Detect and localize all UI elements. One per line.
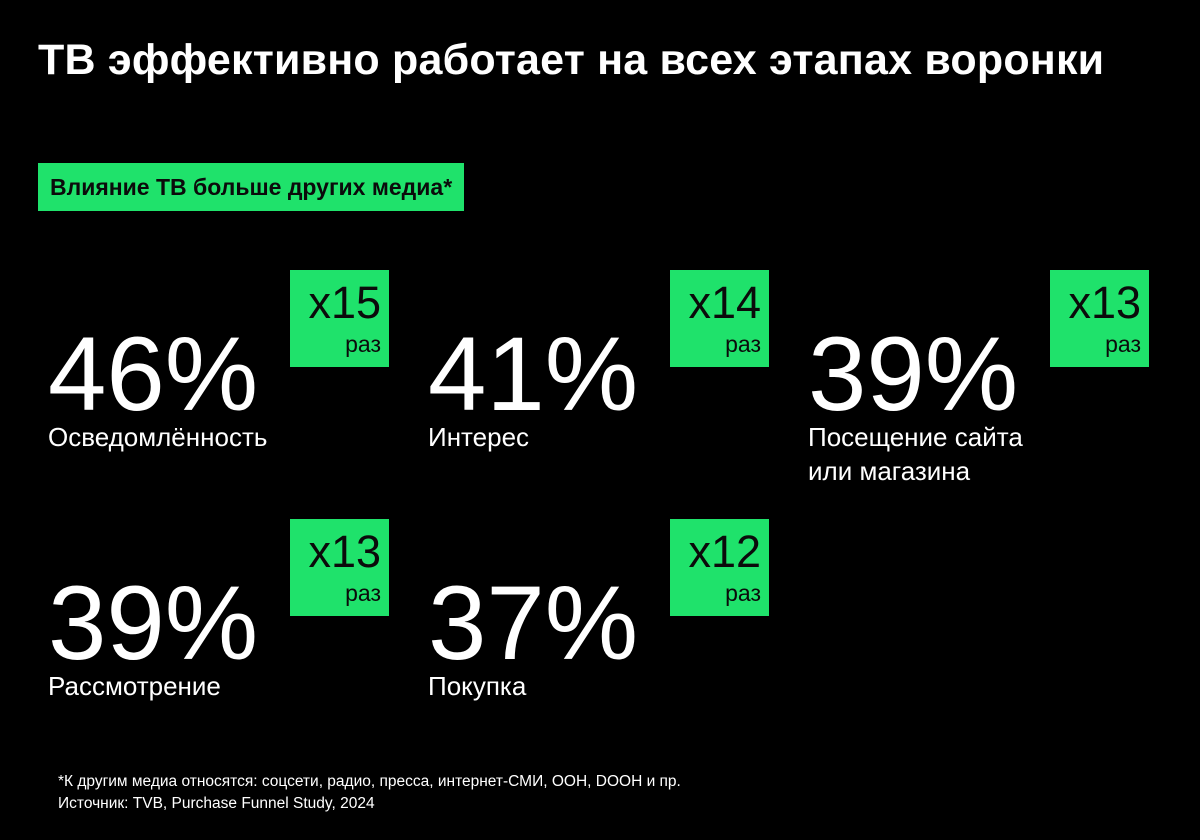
footnote-note: *К другим медиа относятся: соцсети, ради… — [58, 773, 681, 790]
stat-percent: 39% — [48, 565, 259, 682]
multiplier-badge: x13 раз — [290, 519, 389, 616]
multiplier-unit: раз — [725, 580, 761, 606]
multiplier-unit: раз — [345, 580, 381, 606]
multiplier-value: x13 — [308, 526, 381, 577]
highlight-tag: Влияние ТВ больше других медиа* — [38, 163, 465, 211]
stat-card-interest: x14 раз 41% Интерес — [420, 270, 780, 510]
stat-label: Покупка — [428, 671, 527, 701]
multiplier-unit: раз — [725, 331, 761, 357]
stat-percent: 37% — [428, 565, 639, 682]
footnote-source: Источник: TVB, Purchase Funnel Study, 20… — [58, 795, 375, 812]
multiplier-badge: x13 раз — [1050, 270, 1149, 367]
multiplier-unit: раз — [1105, 331, 1141, 357]
multiplier-value: x12 — [688, 526, 761, 577]
multiplier-badge: x12 раз — [670, 519, 769, 616]
stat-card-purchase: x12 раз 37% Покупка — [420, 519, 780, 759]
stat-percent: 41% — [428, 316, 639, 433]
stat-card-consideration: x13 раз 39% Рассмотрение — [40, 519, 400, 759]
multiplier-value: x15 — [308, 277, 381, 328]
multiplier-badge: x15 раз — [290, 270, 389, 367]
stat-card-visit: x13 раз 39% Посещение сайта или магазина — [800, 270, 1160, 510]
multiplier-value: x13 — [1068, 277, 1141, 328]
stat-card-awareness: x15 раз 46% Осведомлённость — [40, 270, 400, 510]
stat-percent: 39% — [808, 316, 1019, 433]
multiplier-unit: раз — [345, 331, 381, 357]
footnote: *К другим медиа относятся: соцсети, ради… — [58, 771, 681, 815]
stat-percent: 46% — [48, 316, 259, 433]
stat-label: Осведомлённость — [48, 422, 268, 452]
multiplier-value: x14 — [688, 277, 761, 328]
stat-label: Интерес — [428, 422, 530, 452]
multiplier-badge: x14 раз — [670, 270, 769, 367]
stat-label: Посещение сайта или магазина — [808, 422, 1023, 486]
page-title: ТВ эффективно работает на всех этапах во… — [38, 36, 1105, 84]
stat-label: Рассмотрение — [48, 671, 221, 701]
